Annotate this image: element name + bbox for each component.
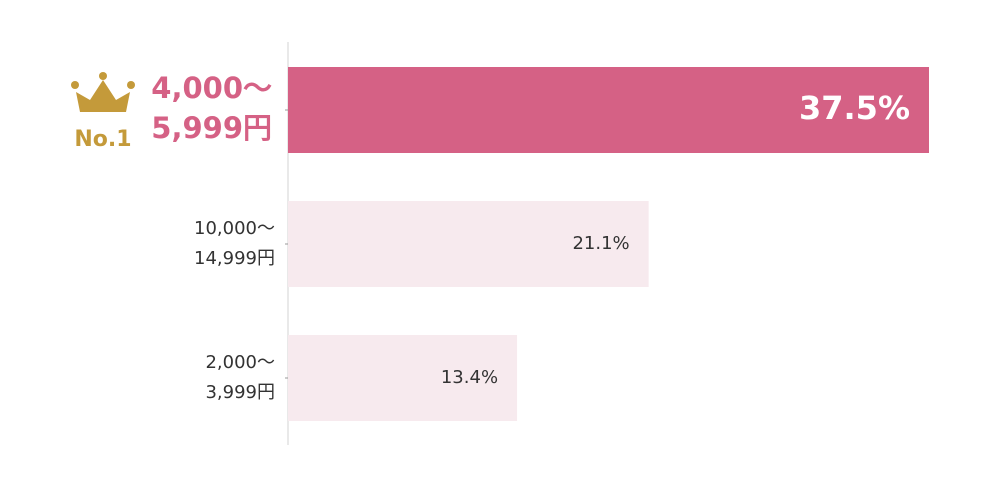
category-label: 10,000～ bbox=[194, 218, 275, 239]
category-label: 5,999円 bbox=[151, 111, 272, 145]
bar bbox=[288, 201, 649, 287]
crown bbox=[71, 72, 135, 112]
bar bbox=[288, 67, 929, 153]
category-label: 3,999円 bbox=[205, 382, 275, 403]
value-label: 37.5% bbox=[799, 89, 910, 127]
value-label: 21.1% bbox=[572, 233, 629, 254]
bar bbox=[288, 335, 518, 421]
badge: No.1 bbox=[74, 127, 131, 152]
category-label: 4,000～ bbox=[151, 71, 272, 105]
value-label: 13.4% bbox=[441, 367, 498, 388]
category-label: 14,999円 bbox=[194, 248, 275, 269]
category-label: 2,000～ bbox=[205, 352, 275, 373]
